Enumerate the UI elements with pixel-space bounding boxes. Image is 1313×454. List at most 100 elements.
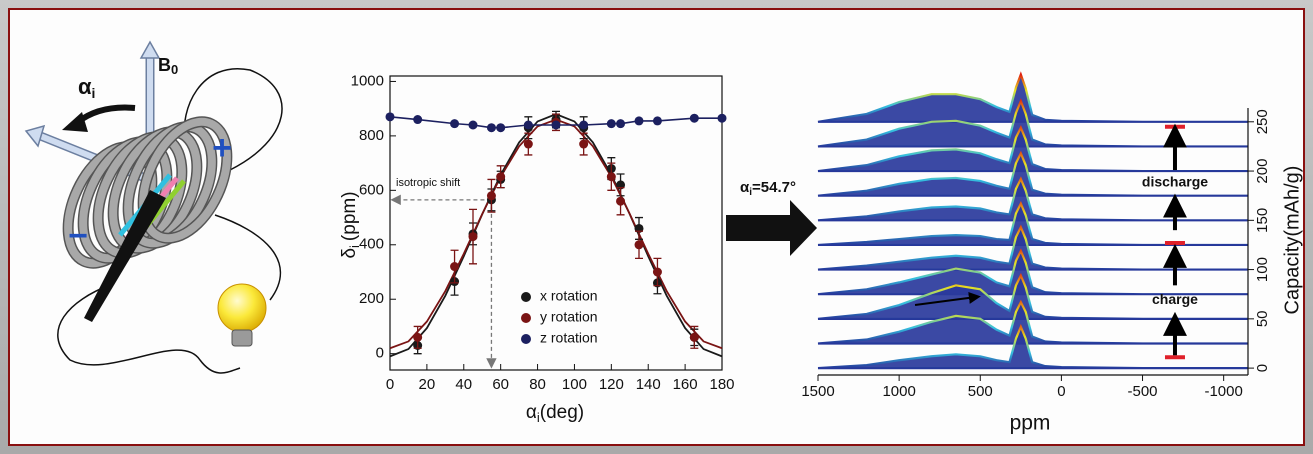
x-tick-label: -500 xyxy=(1128,383,1158,400)
spectrum-trace xyxy=(817,71,1248,123)
spectrum-trace xyxy=(817,299,1248,345)
x-tick-label: 180 xyxy=(709,376,734,393)
data-point xyxy=(468,120,478,130)
data-point xyxy=(652,267,662,277)
data-point xyxy=(450,262,460,272)
x-tick-label: 0 xyxy=(1057,383,1065,400)
waterfall-chart: 1500 1000 500 0 -500 -1000 0 50 100 150 200 250 char… xyxy=(801,71,1271,400)
pointer-arrow xyxy=(914,292,981,307)
x-tick-label: 20 xyxy=(419,376,436,393)
y-tick-label: 100 xyxy=(1254,257,1271,282)
y-tick-label: 0 xyxy=(1254,364,1271,372)
minus-sign: − xyxy=(68,217,88,255)
y-axis-title: Capacity(mAh/g) xyxy=(1281,166,1303,315)
x-axis-title: αi(deg) xyxy=(526,402,584,425)
x-axis-symbol: α xyxy=(526,402,537,423)
spectrum-trace xyxy=(817,176,1248,222)
spectrum-trace xyxy=(817,224,1248,271)
arrow-text: =54.7° xyxy=(752,179,796,196)
data-point xyxy=(450,119,460,129)
legend-marker xyxy=(521,292,531,302)
spectrum-trace xyxy=(817,98,1248,148)
y-tick-label: 800 xyxy=(359,127,384,144)
data-point xyxy=(634,116,644,126)
x-axis-sub: i xyxy=(537,410,540,425)
spectrum-trace xyxy=(817,125,1248,173)
data-point xyxy=(413,115,423,125)
data-point xyxy=(468,232,478,242)
annotation-text: isotropic shift xyxy=(396,177,460,189)
data-point xyxy=(523,139,533,149)
data-point xyxy=(551,120,561,130)
data-point xyxy=(689,332,699,342)
field-symbol: B xyxy=(158,55,171,75)
data-point xyxy=(606,119,616,129)
data-point xyxy=(523,120,533,130)
field-sub: 0 xyxy=(171,62,178,77)
angle-sub: i xyxy=(92,85,96,101)
spectrum-trace xyxy=(817,323,1248,370)
coil-diagram: αi B0 + − xyxy=(24,40,283,374)
x-axis-title: ppm xyxy=(1010,412,1051,435)
y-tick-label: 150 xyxy=(1254,208,1271,233)
x-tick-label: -1000 xyxy=(1204,383,1242,400)
spectrum-trace xyxy=(817,248,1248,296)
y-tick-label: 50 xyxy=(1254,310,1271,327)
y-tick-label: 250 xyxy=(1254,109,1271,134)
x-tick-label: 140 xyxy=(636,376,661,393)
plus-sign: + xyxy=(212,129,232,167)
y-axis-unit: (ppm) xyxy=(339,191,360,241)
spectrum-trace xyxy=(817,150,1248,197)
state-label: discharge xyxy=(1142,174,1208,190)
angle-label: αi xyxy=(78,74,95,101)
data-point xyxy=(616,196,626,206)
x-tick-label: 160 xyxy=(673,376,698,393)
data-point xyxy=(496,172,506,182)
data-point xyxy=(486,191,496,201)
y-tick-label: 200 xyxy=(1254,159,1271,184)
legend-label: y rotation xyxy=(540,309,598,325)
big-arrow xyxy=(726,200,817,256)
x-tick-label: 60 xyxy=(492,376,509,393)
arrow-symbol: α xyxy=(740,179,750,196)
y-axis-title: δi (ppm) xyxy=(339,191,362,258)
spectrum-trace xyxy=(817,272,1248,320)
x-tick-label: 40 xyxy=(455,376,472,393)
legend-marker xyxy=(521,313,531,323)
data-point xyxy=(652,116,662,126)
data-point xyxy=(385,112,395,122)
data-point xyxy=(616,119,626,129)
y-tick-label: 400 xyxy=(359,236,384,253)
data-point xyxy=(413,332,423,342)
y-tick-label: 200 xyxy=(359,290,384,307)
angle-symbol: α xyxy=(78,74,92,99)
y-tick-label: 600 xyxy=(359,181,384,198)
y-axis-sub: i xyxy=(347,245,362,248)
legend-label: z rotation xyxy=(540,330,598,346)
field-label: B0 xyxy=(158,55,178,78)
data-point xyxy=(486,123,496,133)
data-point xyxy=(689,113,699,123)
data-point xyxy=(717,113,727,123)
data-point xyxy=(579,120,589,130)
spectrum-trace xyxy=(817,200,1248,247)
data-point xyxy=(634,240,644,250)
x-tick-label: 0 xyxy=(386,376,394,393)
legend-marker xyxy=(521,334,531,344)
y-axis-symbol: δ xyxy=(339,248,360,259)
arrow-label: αi=54.7° xyxy=(740,179,796,198)
x-tick-label: 1000 xyxy=(882,383,915,400)
data-point xyxy=(496,123,506,133)
x-tick-label: 100 xyxy=(562,376,587,393)
x-tick-label: 120 xyxy=(599,376,624,393)
y-tick-label: 1000 xyxy=(351,72,384,89)
legend-label: x rotation xyxy=(540,288,598,304)
arrow-sub: i xyxy=(749,187,752,198)
x-axis-unit: (deg) xyxy=(540,402,584,423)
plot-frame xyxy=(389,75,723,371)
scatter-chart: 0 200 400 600 800 1000 0 20 40 60 80 100 120 140 160 18… xyxy=(351,72,735,393)
x-tick-label: 500 xyxy=(968,383,993,400)
data-point xyxy=(606,172,616,182)
